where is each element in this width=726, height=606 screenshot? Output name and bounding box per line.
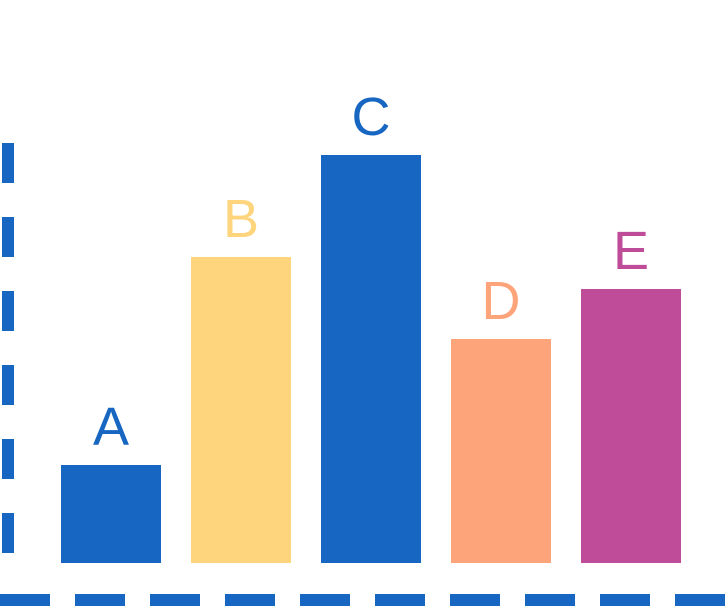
bar-label-e: E <box>613 221 649 281</box>
bar-e <box>581 289 681 563</box>
bar-labels-group: A B C D E <box>93 87 649 457</box>
bar-b <box>191 257 291 563</box>
bars-group <box>61 155 681 563</box>
bar-c <box>321 155 421 563</box>
bar-label-d: D <box>482 271 521 331</box>
bar-label-b: B <box>223 189 259 249</box>
bar-a <box>61 465 161 563</box>
bar-label-c: C <box>352 87 391 147</box>
bar-label-a: A <box>93 397 129 457</box>
bar-d <box>451 339 551 563</box>
